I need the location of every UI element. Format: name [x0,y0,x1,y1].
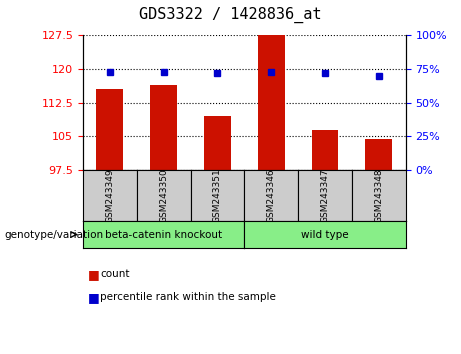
Text: percentile rank within the sample: percentile rank within the sample [100,292,277,302]
Text: GSM243349: GSM243349 [106,168,114,223]
Bar [312,130,338,170]
Bar [150,85,177,170]
Text: ■: ■ [88,268,99,281]
Bar [258,35,284,170]
Bar [204,116,231,170]
Text: ■: ■ [88,291,99,304]
Bar [365,138,392,170]
Text: GSM243346: GSM243346 [267,168,276,223]
Text: GDS3322 / 1428836_at: GDS3322 / 1428836_at [139,7,322,23]
Text: beta-catenin knockout: beta-catenin knockout [105,229,222,240]
Text: count: count [100,269,130,279]
Text: GSM243351: GSM243351 [213,168,222,223]
Text: genotype/variation: genotype/variation [5,229,104,240]
Text: GSM243350: GSM243350 [159,168,168,223]
Text: GSM243347: GSM243347 [320,168,330,223]
Text: wild type: wild type [301,229,349,240]
Bar [96,89,123,170]
Text: GSM243348: GSM243348 [374,168,383,223]
